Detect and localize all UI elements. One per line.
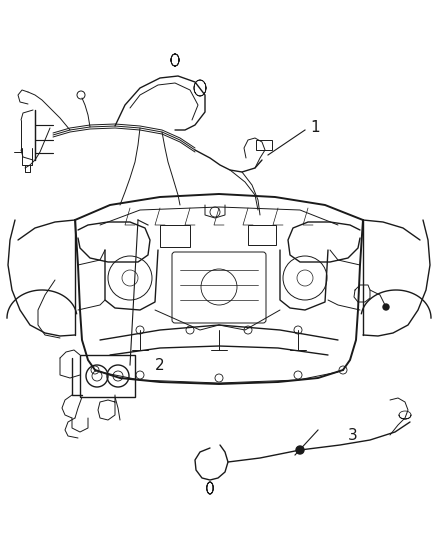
Text: 1: 1 [310,120,320,135]
Bar [256,140,272,150]
Bar [80,355,135,397]
Text: 2: 2 [155,358,165,373]
Bar [160,225,190,247]
Circle shape [383,304,389,310]
Circle shape [296,446,304,454]
Text: 3: 3 [348,427,358,442]
Bar [248,225,276,245]
